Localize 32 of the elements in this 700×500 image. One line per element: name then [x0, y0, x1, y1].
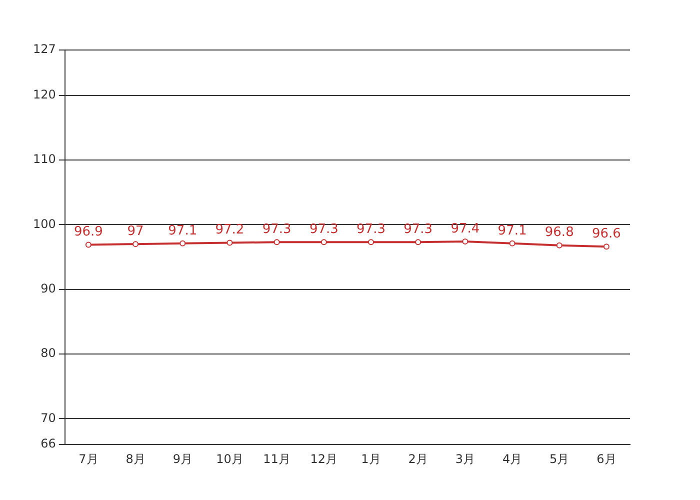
x-tick-label: 12月: [310, 452, 338, 466]
y-tick-label: 66: [40, 436, 56, 451]
x-tick-label: 6月: [596, 452, 616, 466]
x-tick-label: 5月: [550, 452, 570, 466]
y-tick-label: 120: [33, 87, 56, 102]
data-label: 97.4: [450, 221, 480, 236]
x-tick-label: 8月: [126, 452, 146, 466]
data-label: 96.8: [544, 225, 574, 240]
data-label: 97: [127, 224, 144, 239]
data-label: 97.1: [168, 223, 198, 238]
data-label: 97.3: [404, 222, 433, 237]
data-label: 97.2: [215, 222, 244, 238]
x-tick-label: 4月: [502, 452, 522, 466]
data-label: 97.3: [309, 222, 338, 237]
data-label: 97.3: [262, 222, 292, 237]
x-tick-label: 2月: [408, 452, 428, 466]
y-tick-label: 70: [40, 410, 56, 425]
x-tick-label: 1月: [361, 452, 381, 466]
data-label: 97.3: [356, 222, 386, 237]
y-tick-label: 127: [33, 42, 56, 56]
y-tick-label: 100: [33, 216, 56, 231]
x-tick-label: 7月: [78, 452, 98, 466]
y-tick-label: 110: [33, 152, 56, 166]
data-label: 96.9: [74, 224, 103, 240]
x-tick-label: 10月: [216, 452, 244, 466]
data-label: 97.1: [498, 223, 527, 238]
x-tick-label: 11月: [263, 452, 290, 466]
x-tick-label: 3月: [455, 452, 475, 466]
y-tick-label: 90: [40, 281, 56, 296]
data-label: 96.6: [592, 226, 621, 242]
y-tick-label: 80: [40, 346, 56, 360]
x-tick-label: 9月: [172, 452, 192, 466]
